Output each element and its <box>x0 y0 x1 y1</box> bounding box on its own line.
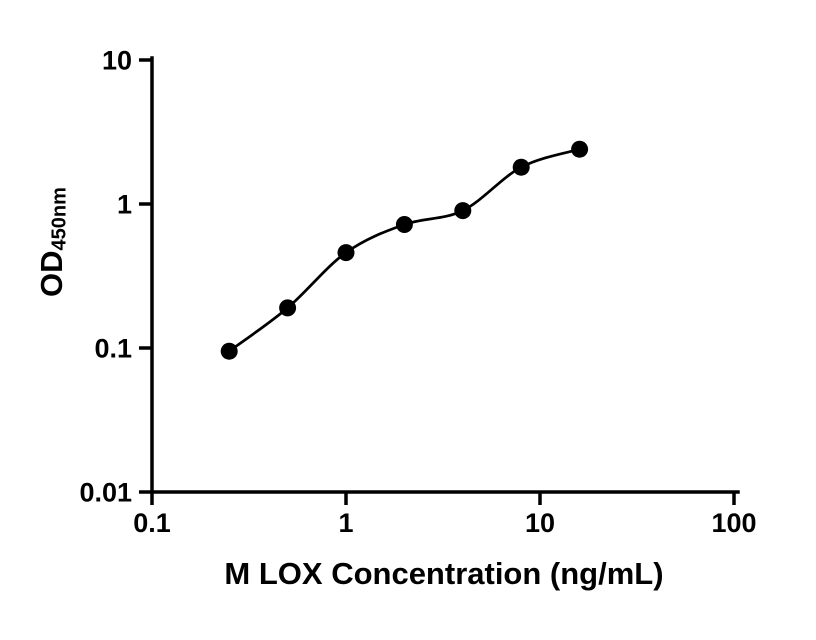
data-point <box>279 299 297 317</box>
x-axis-title: M LOX Concentration (ng/mL) <box>224 556 664 591</box>
data-point <box>395 216 413 233</box>
data-point <box>454 202 472 220</box>
fit-curve <box>228 147 581 353</box>
y-tick-label: 0.1 <box>94 334 132 364</box>
data-point <box>571 140 589 158</box>
x-tick-label: 1 <box>338 508 353 538</box>
x-tick-label: 100 <box>711 508 756 538</box>
y-tick-label: 1 <box>117 190 132 220</box>
data-point <box>512 158 530 176</box>
y-tick-label: 10 <box>102 46 132 76</box>
data-point <box>220 342 238 360</box>
y-axis-title-main: OD <box>34 250 69 297</box>
x-tick-label: 0.1 <box>133 508 171 538</box>
y-tick-label: 0.01 <box>79 478 132 508</box>
x-tick-label: 10 <box>525 508 555 538</box>
data-point <box>337 244 355 262</box>
y-axis-title: OD450nm <box>30 92 74 392</box>
y-axis-title-subscript: 450nm <box>48 187 71 251</box>
